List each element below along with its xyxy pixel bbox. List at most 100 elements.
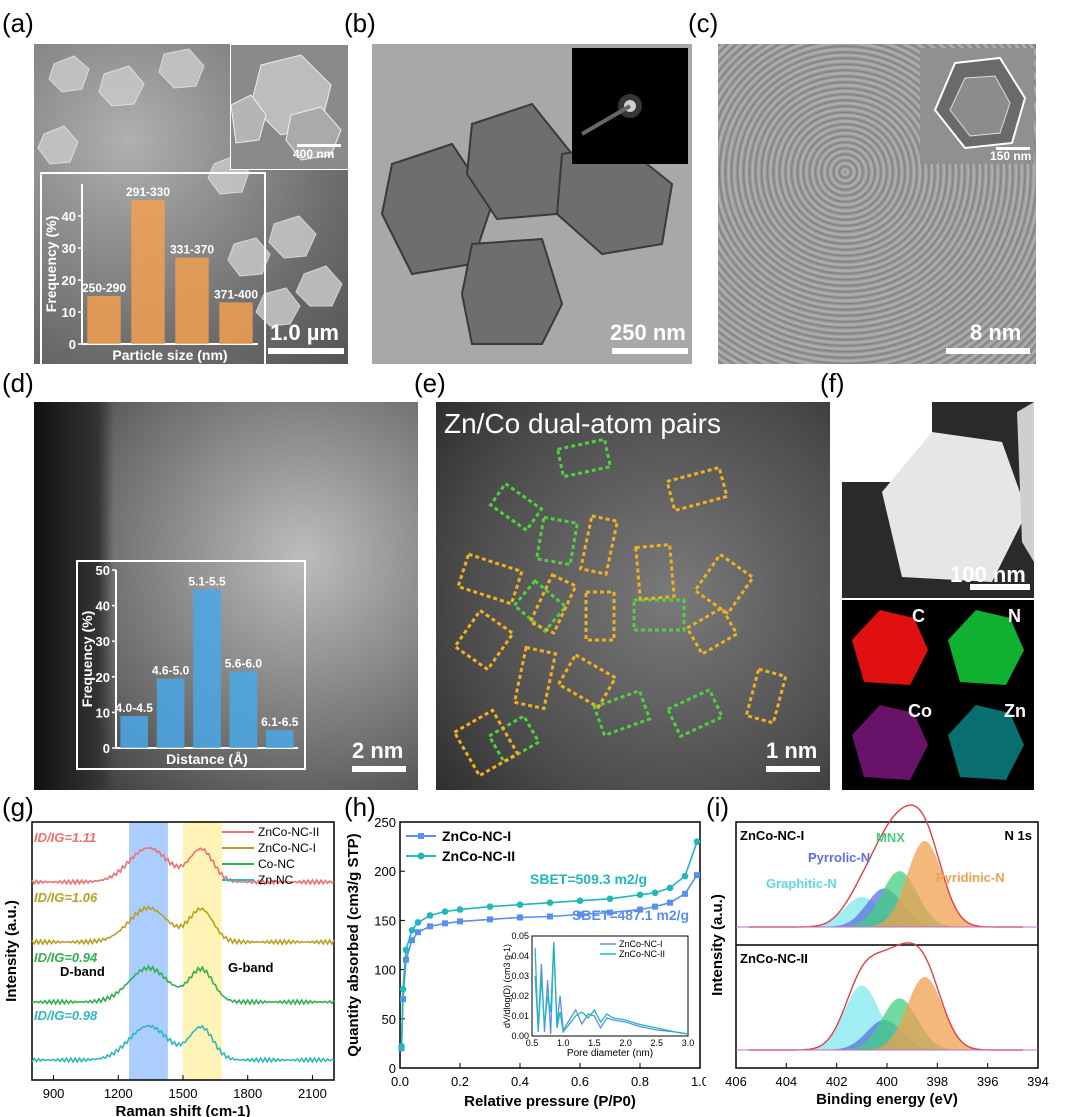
bet-point — [456, 906, 464, 913]
bet-point — [693, 838, 701, 845]
bet-point — [426, 912, 434, 919]
bet-point — [577, 911, 583, 918]
inset-ytick-label: 0.03 — [511, 971, 529, 981]
bet-ytick-label: 100 — [374, 963, 396, 978]
hist-bar-label: 4.0-4.5 — [116, 701, 154, 715]
raman-legend-label: Co-NC — [258, 857, 295, 871]
tem-image: 250 nm — [372, 44, 692, 364]
hist-ytick-label: 0 — [69, 337, 76, 352]
bet-point — [651, 889, 659, 897]
panel-label-f: (f) — [820, 368, 845, 398]
xps-component-label: MNX — [876, 830, 905, 845]
eds-scalebar — [970, 584, 1030, 590]
bet-point — [652, 903, 658, 910]
hist-ytick-label: 40 — [96, 599, 110, 614]
raman-legend-label: ZnCo-NC-I — [258, 841, 316, 855]
hist-ytick-label: 20 — [96, 670, 110, 685]
eds-maps: C N Co Zn — [842, 600, 1034, 790]
hist-bar — [131, 200, 165, 344]
inset-ylabel: dV/dlog(D) (cm3 g-1) — [502, 944, 512, 1028]
bet-point — [636, 891, 644, 899]
bet-annotation-i: SBET=487.1 m2/g — [572, 907, 689, 923]
tem-scalebar — [612, 348, 688, 354]
panel-label-g: (g) — [2, 792, 34, 822]
inset-ytick-label: 0.01 — [511, 1011, 529, 1021]
hrtem-image: 150 nm 8 nm — [718, 44, 1036, 364]
haadf-image-e: Zn/Co dual-atom pairs 1 nm — [436, 402, 830, 790]
bet-point — [546, 899, 554, 906]
eds-haadf-image: 100 nm — [842, 402, 1034, 598]
hist-ytick-label: 0 — [103, 741, 110, 756]
xps-subplot-label: ZnCo-NC-I — [740, 828, 804, 843]
xps-component — [773, 998, 1001, 1050]
bet-point — [516, 901, 524, 908]
bet-point — [681, 872, 689, 880]
hrtem-inset-scale-text: 150 nm — [990, 149, 1032, 163]
map-carbon-signal — [852, 610, 928, 685]
bet-legend-marker — [418, 833, 424, 839]
map-carbon: C — [842, 600, 938, 695]
sem-scalebar — [268, 348, 344, 354]
raman-legend-label: ZnCo-NC-II — [258, 825, 319, 839]
inset-xtick-label: 0.5 — [526, 1038, 539, 1048]
hist-bar — [175, 257, 209, 344]
hist-bar-label: 250-290 — [82, 281, 126, 295]
hist-bar — [219, 302, 253, 344]
map-carbon-particle — [852, 610, 928, 685]
distance-histogram: 0 10 20 30 40 50 4.0-4.5 4.6-5.0 5.1-5.5 5.6-6.0 6… — [76, 560, 306, 770]
map-nitrogen-label: N — [1008, 606, 1021, 626]
map-cobalt-particle — [852, 705, 928, 780]
haadf-d-scale-text: 2 nm — [352, 738, 404, 763]
xps-component-label: Pyridinic-N — [936, 870, 1005, 885]
bet-chart: 0 50 100 150 200 250 0.0 0.2 0.4 0.6 0.8 1.0 ZnCo-NC… — [345, 815, 706, 1110]
raman-ratio-label: ID/IG=1.11 — [34, 830, 96, 845]
hist-bar — [156, 678, 185, 748]
bet-legend-label: ZnCo-NC-I — [442, 828, 511, 844]
bet-xlabel: Relative pressure (P/P0) — [464, 1093, 636, 1110]
bet-xtick-label: 1.0 — [691, 1074, 706, 1089]
inset-legend-label: ZnCo-NC-I — [619, 939, 663, 949]
bet-point — [398, 1043, 405, 1050]
bet-xtick-label: 0.0 — [391, 1074, 409, 1089]
raman-chart: ID/IG=1.11 ID/IG=1.06 ID/IG=0.94 ID/IG=0.98… — [3, 821, 335, 1117]
haadf-dark-edge — [34, 402, 114, 790]
inset-legend-label: ZnCo-NC-II — [619, 949, 665, 959]
inset-series-line — [534, 941, 689, 1035]
map-cobalt-signal — [852, 705, 928, 780]
bet-point — [486, 903, 494, 910]
inset-xtick-label: 3.0 — [682, 1038, 695, 1048]
distance-chart: 0 10 20 30 40 50 4.0-4.5 4.6-5.0 5.1-5.5 5.6-6.0 6… — [79, 563, 299, 767]
hist-bar-label: 331-370 — [170, 243, 214, 257]
hist-ytick-label: 10 — [96, 705, 110, 720]
bet-ytick-label: 0 — [389, 1061, 396, 1076]
bet-point — [517, 914, 523, 921]
haadf-image-d: 0 10 20 30 40 50 4.0-4.5 4.6-5.0 5.1-5.5 5.6-6.0 6… — [34, 402, 418, 790]
xps-xlabel: Binding energy (eV) — [816, 1091, 958, 1108]
bet-frame — [399, 821, 701, 1069]
xps-xtick-label: 402 — [826, 1074, 848, 1089]
inset-xtick-label: 1.0 — [557, 1038, 570, 1048]
xps-xtick-label: 406 — [725, 1074, 747, 1089]
xps-component-label: Pyrrolic-N — [808, 850, 870, 865]
bet-point — [409, 937, 415, 944]
hist-ytick-label: 40 — [62, 209, 76, 224]
map-zinc-signal — [948, 705, 1024, 780]
bet-point — [399, 985, 407, 993]
hist-ytick-label: 30 — [96, 634, 110, 649]
xps-component — [773, 871, 1001, 927]
raman-ratio-label: ID/IG=0.98 — [34, 1008, 98, 1023]
xps-xtick-label: 394 — [1027, 1074, 1049, 1089]
hollow-particle — [933, 56, 1027, 150]
raman-band — [129, 822, 168, 1080]
inset-ytick-label: 0.00 — [511, 1031, 529, 1041]
raman-xtick-label: 1800 — [233, 1086, 262, 1101]
raman-xtick-label: 1500 — [169, 1086, 198, 1101]
eds-particle — [882, 402, 1034, 582]
inset-xtick-label: 1.5 — [588, 1038, 601, 1048]
raman-annotation-g: G-band — [228, 960, 274, 975]
bet-point — [408, 926, 416, 934]
xps-component — [773, 976, 1001, 1050]
panel-label-b: (b) — [344, 8, 376, 38]
bet-ytick-label: 200 — [374, 864, 396, 879]
xps-xtick-label: 404 — [775, 1074, 797, 1089]
